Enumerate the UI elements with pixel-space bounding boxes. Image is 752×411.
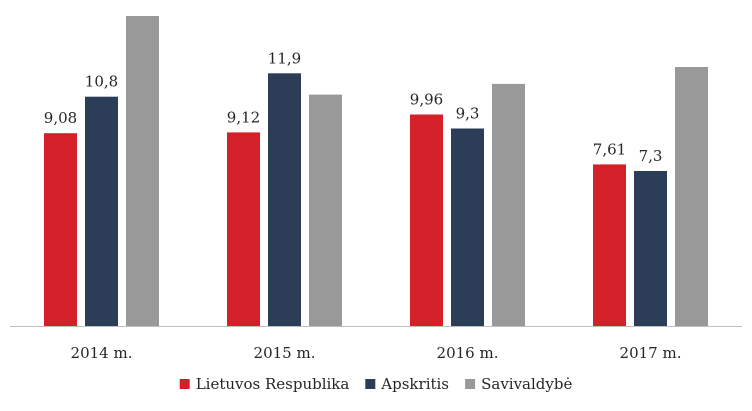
data-label-1-1: 9,08	[44, 109, 77, 127]
x-tick-label-3: 2016 m.	[437, 344, 499, 362]
bar-2-1	[85, 96, 118, 326]
legend-swatch-1	[179, 379, 190, 389]
bar-3-2	[309, 94, 342, 326]
bar-2-3	[451, 128, 484, 326]
data-label-1-4: 7,61	[593, 140, 626, 158]
data-label-1-3: 9,96	[410, 91, 443, 109]
bar-3-1	[126, 16, 159, 326]
bar-2-2	[268, 73, 301, 326]
data-label-1-2: 9,12	[227, 108, 260, 126]
legend-swatch-3	[465, 379, 476, 389]
data-label-2-2: 11,9	[268, 49, 301, 67]
bars-group	[44, 16, 708, 327]
data-labels-group: 9,08 10,8 9,12 11,9 9,96 9,3 7,61 7,3	[44, 49, 663, 165]
bar-1-1	[44, 133, 77, 326]
bar-1-3	[410, 114, 443, 326]
x-tick-label-1: 2014 m.	[71, 344, 133, 362]
legend: Lietuvos Respublika Apskritis Savivaldybė	[179, 375, 572, 393]
bar-3-3	[492, 83, 525, 327]
bar-1-2	[227, 132, 260, 326]
bar-3-4	[675, 67, 708, 326]
legend-label-3: Savivaldybė	[481, 375, 572, 393]
bar-1-4	[593, 164, 626, 326]
legend-label-1: Lietuvos Respublika	[196, 375, 350, 393]
data-label-2-4: 7,3	[639, 147, 663, 165]
legend-swatch-2	[365, 379, 376, 389]
x-tick-label-4: 2017 m.	[620, 344, 682, 362]
x-tick-label-2: 2015 m.	[254, 344, 316, 362]
bar-2-4	[634, 171, 667, 326]
x-tick-labels-group: 2014 m. 2015 m. 2016 m. 2017 m.	[71, 344, 682, 362]
data-label-2-1: 10,8	[85, 73, 118, 91]
data-label-2-3: 9,3	[456, 105, 480, 123]
legend-label-2: Apskritis	[380, 375, 449, 393]
